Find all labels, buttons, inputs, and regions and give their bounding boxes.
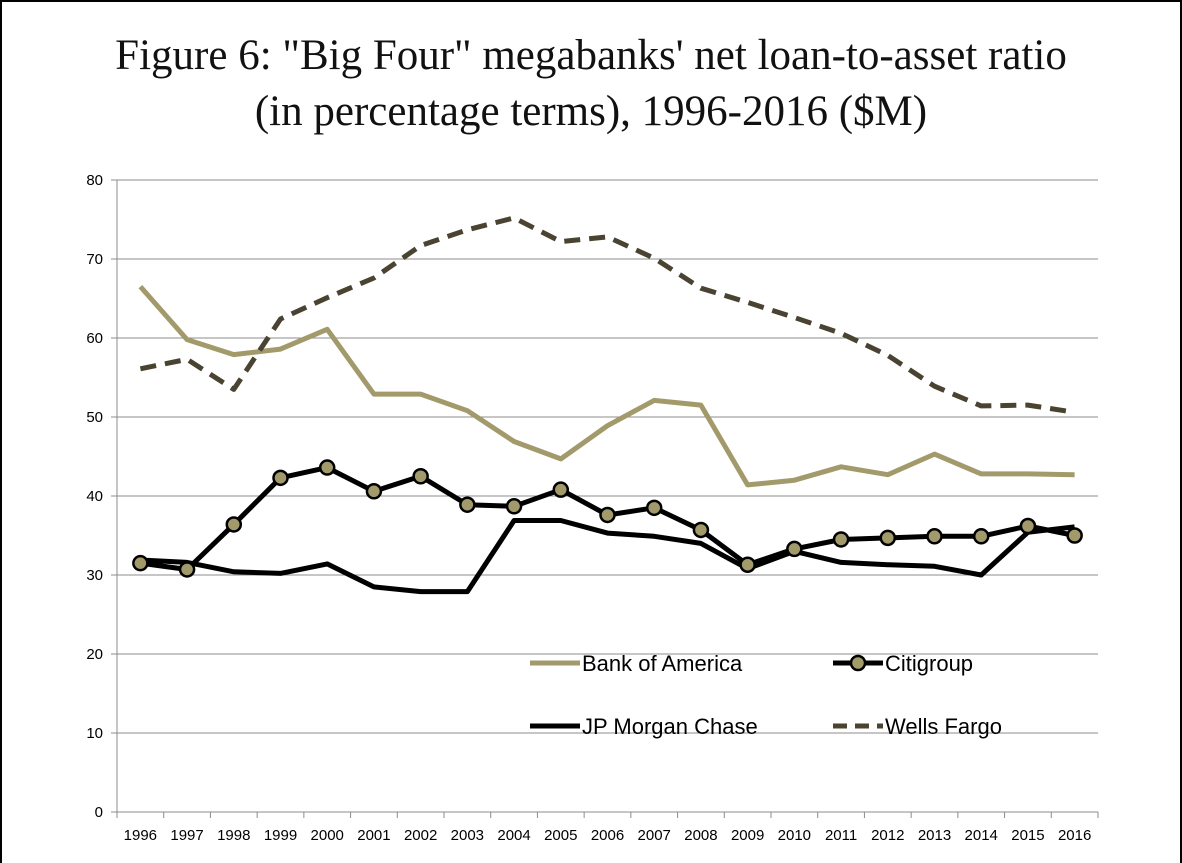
x-tick-label-2004: 2004	[497, 827, 530, 844]
point-citigroup-2001	[365, 483, 383, 500]
series-citigroup	[132, 459, 1083, 578]
point-citigroup-1999	[272, 469, 289, 487]
point-citigroup-2006	[599, 506, 616, 524]
point-citigroup-2009	[739, 556, 756, 573]
point-citigroup-2014	[972, 528, 990, 545]
x-tick-label-2007: 2007	[638, 827, 671, 844]
x-tick-label-2005: 2005	[544, 827, 577, 844]
point-citigroup-2002	[412, 468, 429, 485]
x-tick-label-2013: 2013	[918, 827, 951, 844]
x-tick-label-1999: 1999	[264, 827, 297, 844]
x-tick-label-2001: 2001	[357, 827, 390, 844]
point-citigroup-2016	[1066, 527, 1083, 544]
y-tick-label-70: 70	[86, 251, 103, 268]
series-jp-morgan-chase	[140, 518, 1075, 595]
legend-item-bank-of-america: Bank of America	[530, 651, 743, 676]
point-citigroup-1997	[178, 561, 196, 578]
legend-label-jp-morgan-chase: JP Morgan Chase	[582, 714, 758, 739]
y-axis: 0 10 20 30 40 50 60 70 80	[86, 172, 118, 821]
legend-marker-citigroup	[849, 654, 867, 672]
legend-item-wells-fargo: Wells Fargo	[833, 714, 1002, 739]
point-citigroup-2012	[879, 529, 897, 547]
x-tick-label-1996: 1996	[124, 827, 157, 844]
y-tick-label-10: 10	[86, 725, 103, 742]
legend-label-wells-fargo: Wells Fargo	[885, 714, 1002, 739]
x-tick-label-1997: 1997	[170, 827, 203, 844]
legend-label-bank-of-america: Bank of America	[582, 651, 743, 676]
x-tick-label-2010: 2010	[778, 827, 811, 844]
x-tick-label-2003: 2003	[451, 827, 484, 844]
x-tick-label-2012: 2012	[871, 827, 904, 844]
x-tick-label-2015: 2015	[1011, 827, 1044, 844]
y-tick-label-40: 40	[86, 488, 103, 505]
legend-label-citigroup: Citigroup	[885, 651, 973, 676]
point-citigroup-2011	[832, 531, 850, 548]
point-citigroup-2000	[318, 459, 336, 476]
point-citigroup-2015	[1019, 517, 1037, 535]
x-tick-label-2006: 2006	[591, 827, 624, 844]
x-axis: 1996 1997 1998 1999 2000 2001 2002 2003 2004 2005…	[116, 812, 1099, 844]
x-tick-label-1998: 1998	[217, 827, 250, 844]
point-citigroup-2007	[645, 499, 663, 517]
series-line-wells-fargo	[139, 215, 1075, 415]
y-tick-label-50: 50	[86, 409, 103, 426]
series-line-jp-morgan-chase	[140, 518, 1075, 595]
point-citigroup-2004	[505, 498, 523, 515]
x-tick-label-2000: 2000	[311, 827, 344, 844]
y-tick-label-20: 20	[86, 646, 103, 663]
point-citigroup-1998	[225, 516, 243, 533]
y-tick-label-0: 0	[95, 804, 103, 821]
legend-item-jp-morgan-chase: JP Morgan Chase	[530, 714, 758, 739]
x-tick-label-2011: 2011	[825, 827, 857, 844]
legend: Bank of America Citigroup JP Morgan Chase W…	[530, 651, 1002, 739]
x-tick-label-2008: 2008	[684, 827, 717, 844]
point-citigroup-2010	[786, 540, 803, 558]
series-wells-fargo	[139, 215, 1075, 415]
point-citigroup-1996	[132, 554, 149, 572]
x-tick-label-2016: 2016	[1058, 827, 1091, 844]
series-line-bank-of-america	[138, 284, 1075, 488]
y-tick-label-30: 30	[86, 567, 103, 584]
point-citigroup-2005	[552, 481, 570, 498]
x-tick-label-2014: 2014	[965, 827, 998, 844]
y-tick-label-80: 80	[86, 172, 103, 189]
x-tick-label-2009: 2009	[731, 827, 764, 844]
y-tick-label-60: 60	[86, 330, 103, 347]
point-citigroup-2003	[459, 496, 476, 513]
point-citigroup-2008	[692, 521, 710, 539]
series-layer	[132, 215, 1083, 595]
gridlines	[117, 179, 1098, 813]
legend-item-citigroup: Citigroup	[833, 651, 973, 676]
x-tick-label-2002: 2002	[404, 827, 437, 844]
point-citigroup-2013	[926, 528, 943, 545]
chart-title: Figure 6: "Big Four" megabanks' net loan…	[115, 32, 1067, 135]
series-bank-of-america	[138, 284, 1075, 488]
